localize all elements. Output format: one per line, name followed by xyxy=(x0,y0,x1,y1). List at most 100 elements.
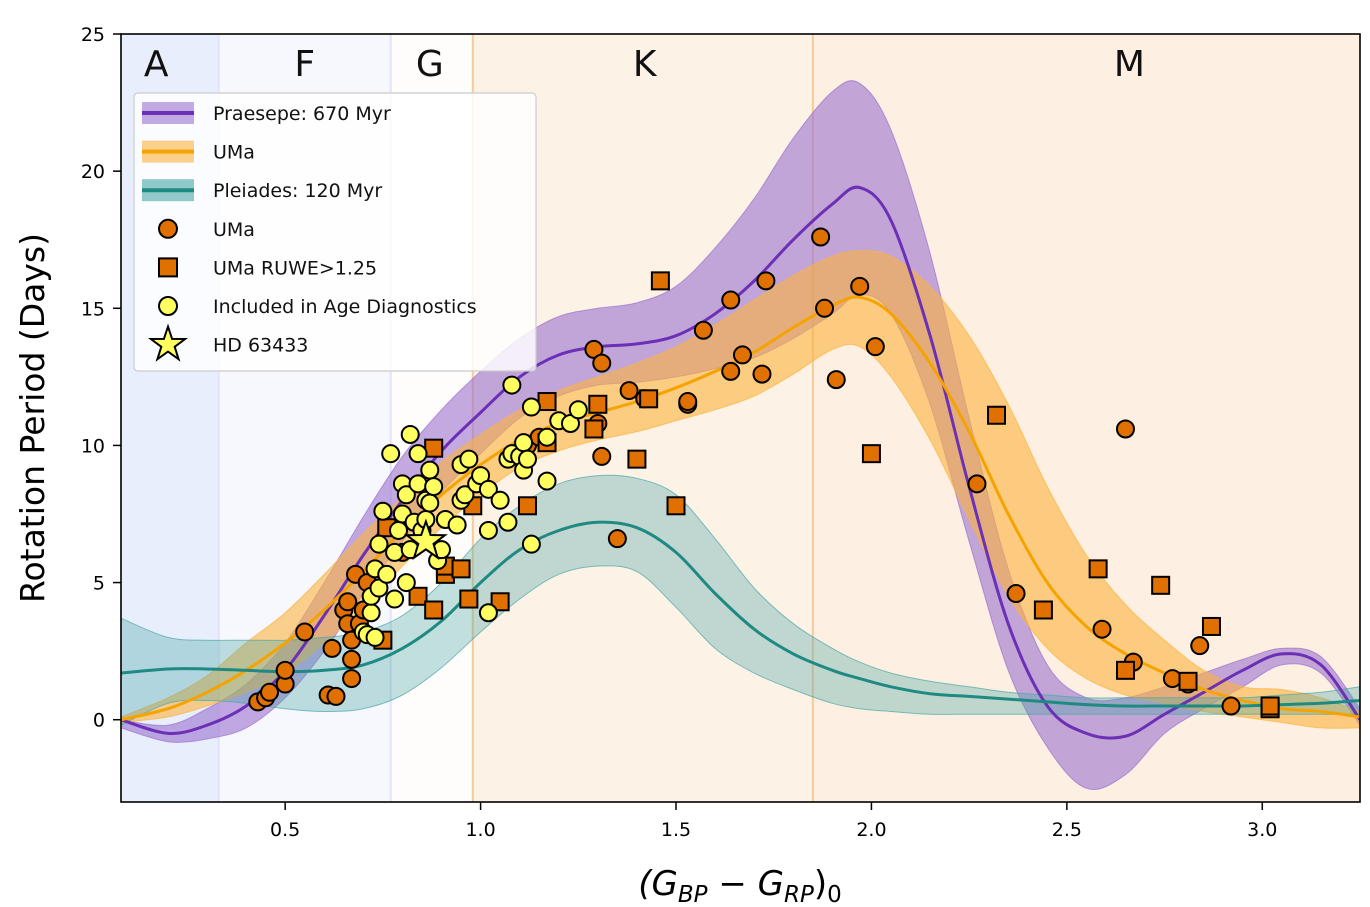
uma-point xyxy=(592,446,612,466)
spectral-label-k: K xyxy=(633,44,658,85)
uma-point xyxy=(815,298,835,318)
x-axis-title: (GBP − GRP)0 xyxy=(638,864,842,907)
legend-box xyxy=(133,92,537,372)
uma-ruwe-point xyxy=(537,392,557,412)
x-tick-label: 0.5 xyxy=(270,819,300,841)
uma-point xyxy=(850,276,870,296)
spectral-label-g: G xyxy=(416,44,444,85)
age-diagnostic-point xyxy=(377,564,397,584)
uma-point xyxy=(338,592,358,612)
uma-point xyxy=(275,660,295,680)
age-diagnostic-point xyxy=(478,603,498,623)
x-axis-title-sub2: RP xyxy=(784,882,814,907)
age-diagnostic-point xyxy=(568,400,588,420)
x-axis-title-close: ) xyxy=(814,864,827,904)
age-diagnostic-point xyxy=(369,534,389,554)
pleiades-curve xyxy=(121,520,1360,708)
x-axis: 0.5 1.0 1.5 2.0 2.5 3.0 xyxy=(270,802,1277,841)
uma-point xyxy=(326,686,346,706)
age-diagnostic-point xyxy=(424,477,444,497)
spectral-label-a: A xyxy=(144,44,169,85)
uma-point xyxy=(721,290,741,310)
uma-ruwe-point xyxy=(1151,575,1171,595)
age-diagnostic-point xyxy=(459,449,479,469)
uma-point xyxy=(1190,636,1210,656)
uma-point xyxy=(678,392,698,412)
uma-point xyxy=(1221,696,1241,716)
x-axis-title-minus: − xyxy=(708,864,758,904)
uma-curve xyxy=(121,295,1360,722)
uma-point xyxy=(811,227,831,247)
uma-point xyxy=(826,370,846,390)
age-diagnostic-point xyxy=(400,424,420,444)
uma-ruwe-point xyxy=(424,600,444,620)
age-diagnostic-point xyxy=(537,471,557,491)
legend-marker-star xyxy=(147,323,189,362)
legend-label-uma: UMa xyxy=(213,219,255,241)
x-tick-label: 1.5 xyxy=(661,819,691,841)
age-diagnostic-point xyxy=(365,627,385,647)
y-tick-label: 20 xyxy=(81,161,105,183)
x-axis-title-sub1: BP xyxy=(678,882,708,907)
plot-frame xyxy=(120,33,1361,803)
age-diagnostic-point xyxy=(478,479,498,499)
x-tick-label: 1.0 xyxy=(465,819,495,841)
y-tick-label: 15 xyxy=(81,298,105,320)
age-diagnostic-point xyxy=(408,444,428,464)
uma-point xyxy=(1162,669,1182,689)
uma-point xyxy=(322,638,342,658)
x-axis-title-open: (G xyxy=(638,864,678,904)
uma-point xyxy=(756,271,776,291)
y-tick-label: 5 xyxy=(93,573,105,595)
age-diagnostic-point xyxy=(373,501,393,521)
age-diagnostic-point xyxy=(447,515,467,535)
y-tick-label: 10 xyxy=(81,435,105,457)
uma-ruwe-point xyxy=(1088,559,1108,579)
age-diagnostic-point xyxy=(502,375,522,395)
uma-point xyxy=(693,320,713,340)
age-diagnostic-point xyxy=(420,493,440,513)
legend-label-praesepe-670-myr: Praesepe: 670 Myr xyxy=(213,103,391,125)
age-diagnostic-point xyxy=(420,460,440,480)
age-diagnostic-point xyxy=(521,534,541,554)
y-axis: 0 5 10 15 20 25 xyxy=(81,24,121,732)
uma-point xyxy=(295,622,315,642)
uma-ruwe-point xyxy=(639,389,659,409)
praesepe-curve xyxy=(121,185,1360,740)
uma-point xyxy=(607,529,627,549)
uma-point xyxy=(1115,419,1135,439)
age-diagnostic-point xyxy=(514,433,534,453)
hd-63433-star xyxy=(403,518,448,561)
age-diagnostic-point xyxy=(408,474,428,494)
uma-ruwe-point xyxy=(451,559,471,579)
spectral-label-m: M xyxy=(1114,44,1145,85)
uma-point xyxy=(260,682,280,702)
legend: Praesepe: 670 Myr UMa Pleiades: 120 Myr UMa… xyxy=(133,92,537,372)
legend-label-hd-63433: HD 63433 xyxy=(213,335,308,357)
uma-ruwe-point xyxy=(588,394,608,414)
legend-label-pleiades-120-myr: Pleiades: 120 Myr xyxy=(213,180,382,202)
uma-point xyxy=(865,337,885,357)
uma-ruwe-point xyxy=(1033,600,1053,620)
age-diagnostic-point xyxy=(498,512,518,532)
age-diagnostic-point xyxy=(396,485,416,505)
uma-ruwe-point xyxy=(627,449,647,469)
uma-ruwe-point xyxy=(584,419,604,439)
x-axis-title-sub3: 0 xyxy=(827,882,842,907)
age-diagnostic-point xyxy=(381,444,401,464)
age-diagnostic-point xyxy=(361,603,381,623)
uma-point xyxy=(619,381,639,401)
uma-point xyxy=(721,361,741,381)
uma-ruwe-point xyxy=(490,592,510,612)
uma-ruwe-point xyxy=(650,271,670,291)
y-tick-label: 25 xyxy=(81,24,105,46)
y-axis-title: Rotation Period (Days) xyxy=(13,233,52,603)
age-diagnostic-point xyxy=(490,490,510,510)
uma-point xyxy=(1006,584,1026,604)
legend-label-uma-ruwe-1-25: UMa RUWE>1.25 xyxy=(213,257,377,279)
uma-ruwe-point xyxy=(424,438,444,458)
x-tick-label: 2.5 xyxy=(1052,819,1082,841)
age-diagnostic-point xyxy=(478,520,498,540)
y-tick-label: 0 xyxy=(93,710,105,732)
